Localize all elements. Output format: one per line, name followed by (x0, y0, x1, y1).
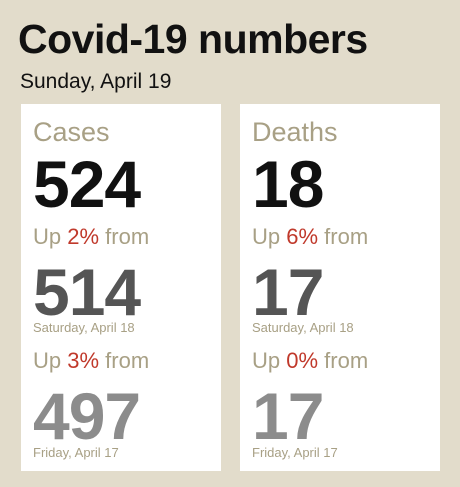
deaths-current-value: 18 (252, 147, 324, 221)
cases-change-2-pct: 3% (67, 348, 100, 373)
cases-change-2-suffix: from (99, 348, 150, 373)
cases-change-1-suffix: from (99, 224, 150, 249)
cases-current-value: 524 (33, 147, 141, 221)
deaths-change-2: Up 0% from (252, 348, 368, 374)
deaths-prev2-date: Friday, April 17 (252, 445, 338, 460)
page-date: Sunday, April 19 (20, 70, 172, 93)
cases-change-2: Up 3% from (33, 348, 149, 374)
cases-change-2-prefix: Up (33, 348, 68, 373)
cases-change-1-pct: 2% (67, 224, 100, 249)
deaths-card: Deaths 18 Up 6% from 17 Saturday, April … (240, 104, 440, 471)
cases-change-1-prefix: Up (33, 224, 68, 249)
deaths-prev2-value: 17 (252, 379, 324, 453)
page-title: Covid-19 numbers (18, 16, 368, 62)
deaths-change-2-prefix: Up (252, 348, 287, 373)
deaths-label: Deaths (252, 117, 338, 147)
cases-prev1-value: 514 (33, 255, 141, 329)
cases-change-1: Up 2% from (33, 224, 149, 250)
deaths-change-1: Up 6% from (252, 224, 368, 250)
deaths-prev1-date: Saturday, April 18 (252, 320, 354, 335)
deaths-change-1-pct: 6% (286, 224, 319, 249)
cases-label: Cases (33, 117, 110, 147)
cases-prev2-value: 497 (33, 379, 141, 453)
cases-prev1-date: Saturday, April 18 (33, 320, 135, 335)
cases-card: Cases 524 Up 2% from 514 Saturday, April… (21, 104, 221, 471)
cases-prev2-date: Friday, April 17 (33, 445, 119, 460)
deaths-prev1-value: 17 (252, 255, 324, 329)
deaths-change-2-pct: 0% (286, 348, 319, 373)
deaths-change-2-suffix: from (318, 348, 369, 373)
deaths-change-1-suffix: from (318, 224, 369, 249)
deaths-change-1-prefix: Up (252, 224, 287, 249)
